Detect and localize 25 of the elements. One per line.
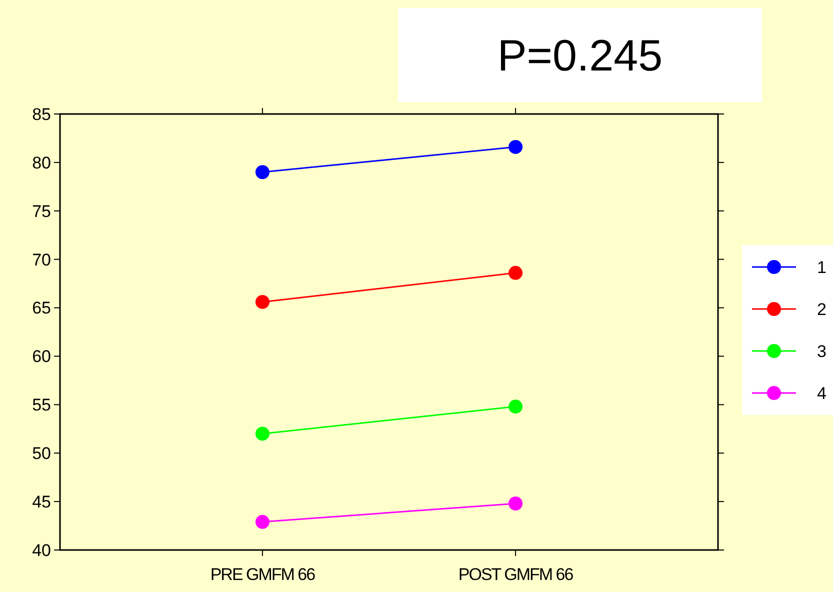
point xyxy=(508,496,523,510)
y-tick-label: 85 xyxy=(32,104,51,124)
point xyxy=(508,140,523,154)
legend-label: 4 xyxy=(817,384,826,403)
y-tick-label: 50 xyxy=(32,444,51,464)
y-tick-label: 70 xyxy=(32,250,51,270)
legend-label: 1 xyxy=(817,258,826,277)
point xyxy=(255,165,270,180)
y-tick-label: 55 xyxy=(32,396,51,415)
point xyxy=(508,266,523,280)
y-tick-label: 60 xyxy=(32,347,51,366)
y-tick-label: 45 xyxy=(32,492,51,512)
point xyxy=(255,294,270,309)
y-tick-label: 75 xyxy=(32,202,51,221)
y-tick-label: 65 xyxy=(32,298,51,318)
point xyxy=(255,426,270,441)
y-tick-label: 80 xyxy=(32,153,51,172)
point xyxy=(508,400,523,414)
text: P=0.245 xyxy=(497,31,663,80)
y-tick-label: 40 xyxy=(32,540,51,560)
legend-label: 2 xyxy=(817,300,826,319)
point xyxy=(255,514,270,529)
legend-label: 3 xyxy=(817,342,826,361)
x-tick-label: POST GMFM 66 xyxy=(458,565,574,584)
x-tick-label: PRE GMFM 66 xyxy=(210,565,316,584)
